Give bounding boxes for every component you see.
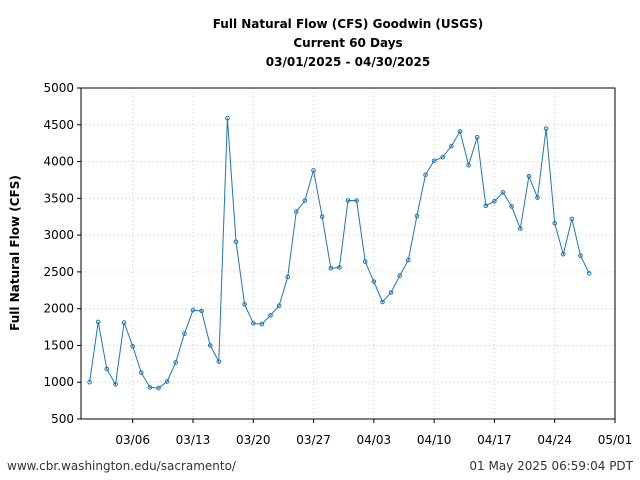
data-point: [440, 154, 446, 160]
data-point: [311, 168, 316, 173]
data-point: [156, 385, 161, 391]
data-point: [414, 213, 420, 219]
data-point: [139, 370, 144, 376]
data-point: [242, 302, 247, 307]
y-axis-label: Full Natural Flow (CFS): [8, 175, 22, 331]
data-point: [362, 259, 368, 264]
data-point: [190, 307, 196, 313]
data-point: [199, 308, 204, 314]
y-axis: 500 1000 1500 2000 2500 3000 3500 4000 4500 5000: [43, 81, 81, 426]
data-point: [113, 382, 118, 387]
data-point: [535, 195, 540, 200]
x-tick-label: 04/17: [477, 433, 512, 447]
y-tick-label: 3500: [43, 191, 74, 205]
data-point: [526, 174, 532, 179]
data-point: [121, 320, 127, 325]
x-tick-label: 04/10: [417, 433, 452, 447]
chart-title: Full Natural Flow (CFS) Goodwin (USGS) C…: [213, 17, 484, 69]
x-tick-label: 05/01: [598, 433, 633, 447]
data-point: [466, 162, 471, 168]
data-point: [406, 257, 411, 263]
plot-area-frame: [80, 87, 616, 420]
data-point: [276, 303, 282, 309]
data-point: [354, 198, 359, 203]
x-tick-label: 03/13: [176, 433, 211, 447]
data-point: [509, 204, 514, 209]
data-point: [328, 265, 334, 271]
grid-lines: [81, 88, 615, 419]
data-point: [251, 321, 256, 326]
data-point: [380, 299, 385, 305]
data-point: [431, 158, 437, 164]
data-point: [87, 379, 92, 385]
data-point: [474, 135, 480, 140]
data-point: [147, 385, 153, 390]
data-point: [578, 253, 583, 258]
data-point: [543, 126, 549, 131]
data-point: [319, 214, 325, 219]
data-point: [518, 226, 523, 231]
data-point: [225, 115, 230, 121]
data-point: [345, 198, 351, 203]
chart-title-line-1: Full Natural Flow (CFS) Goodwin (USGS): [213, 17, 484, 31]
x-tick-label: 04/24: [537, 433, 572, 447]
data-point: [388, 290, 394, 295]
data-point: [294, 209, 299, 214]
x-axis: 03/06 03/13 03/20 03/27 04/03 04/10 04/17 04/24…: [115, 419, 632, 447]
data-point: [95, 319, 101, 325]
y-tick-label: 1500: [43, 338, 74, 352]
data-points: [87, 115, 592, 391]
data-point: [259, 321, 265, 327]
data-point: [337, 265, 342, 270]
data-point: [586, 271, 592, 276]
y-tick-label: 5000: [43, 81, 74, 95]
footer-source: www.cbr.washington.edu/sacramento/: [7, 459, 237, 473]
y-tick-label: 4500: [43, 118, 74, 132]
series-line-full-natural-flow: [89, 118, 590, 389]
data-point: [483, 203, 489, 208]
data-point: [397, 273, 403, 278]
y-tick-label: 1000: [43, 375, 74, 389]
data-point: [268, 313, 273, 318]
data-point: [500, 190, 506, 195]
data-point: [104, 366, 110, 372]
data-point: [371, 279, 377, 284]
data-point: [457, 129, 463, 134]
data-point: [182, 331, 187, 337]
x-tick-label: 03/06: [115, 433, 150, 447]
chart-title-line-3: 03/01/2025 - 04/30/2025: [266, 55, 430, 69]
y-tick-label: 4000: [43, 155, 74, 169]
footer-timestamp: 01 May 2025 06:59:04 PDT: [469, 459, 633, 473]
data-point: [216, 359, 222, 364]
y-tick-label: 2500: [43, 265, 74, 279]
data-point: [302, 198, 308, 203]
data-point: [552, 221, 558, 226]
data-point: [285, 274, 291, 280]
data-point: [449, 143, 454, 149]
data-point: [423, 172, 428, 178]
x-tick-label: 04/03: [357, 433, 392, 447]
data-point: [233, 239, 239, 244]
data-point: [164, 379, 170, 384]
data-point: [492, 199, 497, 204]
x-tick-label: 03/20: [236, 433, 271, 447]
data-point: [207, 343, 213, 348]
x-tick-label: 03/27: [296, 433, 331, 447]
data-point: [569, 216, 575, 222]
chart-title-line-2: Current 60 Days: [293, 36, 402, 50]
data-point: [561, 251, 566, 257]
y-tick-label: 500: [51, 412, 74, 426]
data-point: [173, 360, 178, 365]
y-tick-label: 3000: [43, 228, 74, 242]
data-point: [130, 343, 135, 349]
y-tick-label: 2000: [43, 302, 74, 316]
